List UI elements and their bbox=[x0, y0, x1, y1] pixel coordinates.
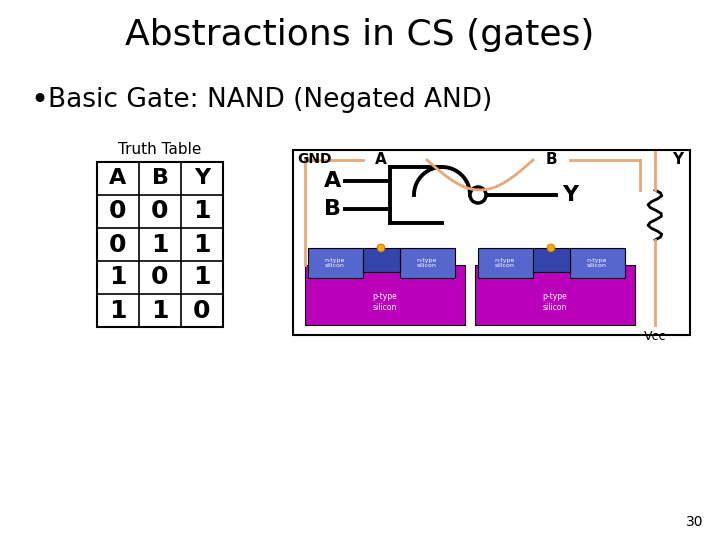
Text: p-type
silicon: p-type silicon bbox=[543, 292, 567, 312]
Text: 1: 1 bbox=[193, 266, 211, 289]
Bar bbox=[305, 265, 465, 325]
Text: Truth Table: Truth Table bbox=[118, 143, 202, 158]
Text: 1: 1 bbox=[193, 199, 211, 224]
Text: 0: 0 bbox=[109, 199, 127, 224]
Circle shape bbox=[470, 187, 486, 203]
Bar bbox=[570, 248, 625, 278]
Text: 1: 1 bbox=[151, 233, 168, 256]
Text: 1: 1 bbox=[109, 266, 127, 289]
Text: n-type
silicon: n-type silicon bbox=[587, 258, 607, 268]
Text: 0: 0 bbox=[109, 233, 127, 256]
Bar bbox=[400, 248, 455, 278]
Text: Y: Y bbox=[672, 152, 683, 167]
Circle shape bbox=[377, 244, 385, 252]
Bar bbox=[293, 150, 690, 335]
Text: 0: 0 bbox=[193, 299, 211, 322]
Text: 1: 1 bbox=[193, 233, 211, 256]
Bar bbox=[363, 248, 400, 272]
Text: 1: 1 bbox=[109, 299, 127, 322]
Text: n-type
silicon: n-type silicon bbox=[325, 258, 345, 268]
Text: B: B bbox=[325, 199, 341, 219]
Text: B: B bbox=[545, 152, 557, 167]
Text: A: A bbox=[109, 168, 127, 188]
Bar bbox=[97, 162, 223, 327]
Bar bbox=[478, 248, 533, 278]
Text: 30: 30 bbox=[686, 515, 703, 529]
Text: Y: Y bbox=[562, 185, 578, 205]
Text: •: • bbox=[30, 85, 48, 114]
Text: 1: 1 bbox=[151, 299, 168, 322]
Text: A: A bbox=[325, 171, 341, 191]
Text: p-type
silicon: p-type silicon bbox=[373, 292, 397, 312]
Text: Basic Gate: NAND (Negated AND): Basic Gate: NAND (Negated AND) bbox=[48, 87, 492, 113]
Text: 0: 0 bbox=[151, 199, 168, 224]
Text: Y: Y bbox=[194, 168, 210, 188]
Bar bbox=[533, 248, 570, 272]
Text: B: B bbox=[151, 168, 168, 188]
Text: n-type
silicon: n-type silicon bbox=[417, 258, 437, 268]
Bar bbox=[308, 248, 363, 278]
Text: 0: 0 bbox=[151, 266, 168, 289]
Text: Vcc: Vcc bbox=[644, 330, 666, 343]
Text: Abstractions in CS (gates): Abstractions in CS (gates) bbox=[125, 18, 595, 52]
Text: n-type
silicon: n-type silicon bbox=[495, 258, 516, 268]
Bar bbox=[475, 265, 635, 325]
Circle shape bbox=[547, 244, 555, 252]
Text: A: A bbox=[375, 152, 387, 167]
Text: GND: GND bbox=[297, 152, 331, 166]
